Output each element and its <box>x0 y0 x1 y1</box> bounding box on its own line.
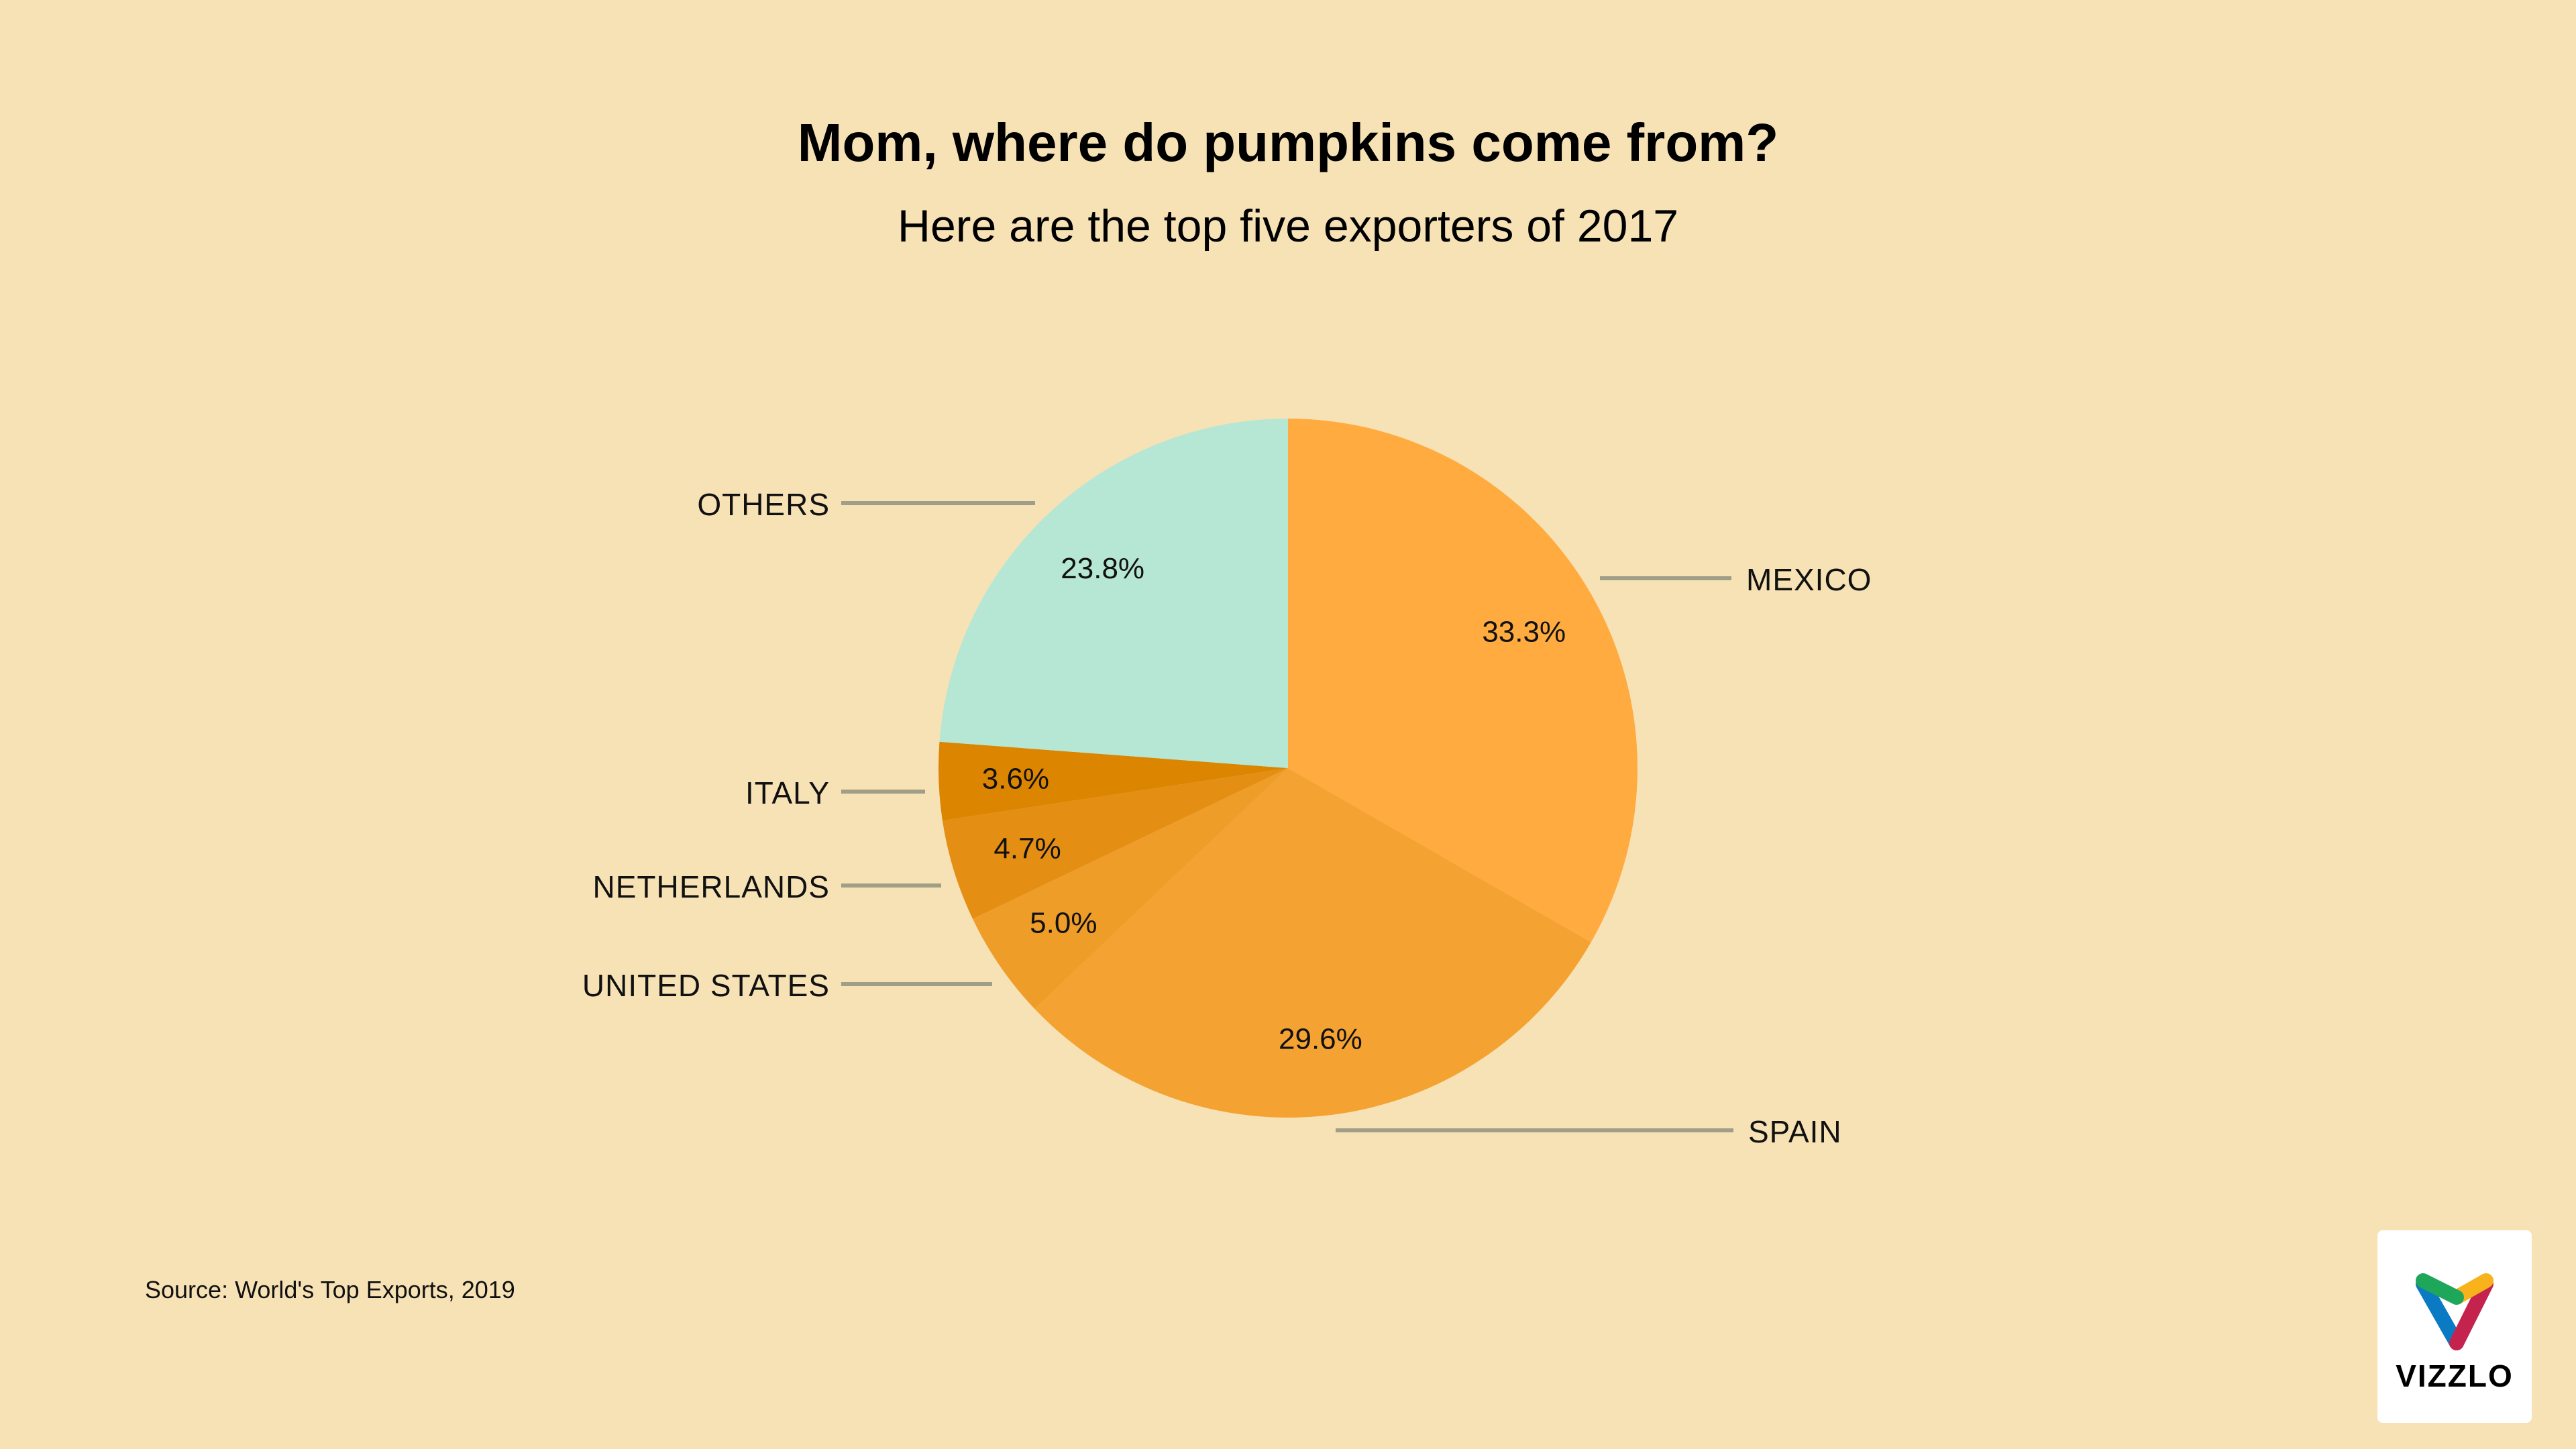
slice-category-label: OTHERS <box>697 487 830 522</box>
slice-value-label: 5.0% <box>1030 907 1097 940</box>
slice-value-label: 29.6% <box>1279 1022 1362 1055</box>
vizzlo-logo: VIZZLO <box>2377 1230 2532 1423</box>
slice-category-label: MEXICO <box>1746 562 1872 597</box>
vizzlo-logo-icon <box>2416 1273 2493 1350</box>
slice-category-label: ITALY <box>745 775 830 810</box>
chart-subtitle: Here are the top five exporters of 2017 <box>898 201 1678 252</box>
slice-value-label: 23.8% <box>1061 552 1144 585</box>
slice-value-label: 4.7% <box>994 832 1061 865</box>
pie-slice-italy <box>938 741 1288 821</box>
pie-slice-mexico <box>1288 419 1638 943</box>
slice-category-label: SPAIN <box>1748 1114 1842 1149</box>
pie-slice-spain <box>1034 768 1591 1118</box>
slice-category-label: NETHERLANDS <box>592 869 830 904</box>
source-note: Source: World's Top Exports, 2019 <box>145 1276 515 1303</box>
pie-slice-netherlands <box>942 768 1288 919</box>
pie-slice-united-states <box>972 768 1288 1010</box>
logo-text: VIZZLO <box>2396 1358 2514 1393</box>
chart-title: Mom, where do pumpkins come from? <box>798 113 1778 172</box>
slice-value-label: 3.6% <box>982 762 1049 795</box>
slice-category-label: UNITED STATES <box>582 968 830 1003</box>
slice-value-label: 33.3% <box>1482 615 1566 648</box>
pie-slice-others <box>939 419 1288 768</box>
